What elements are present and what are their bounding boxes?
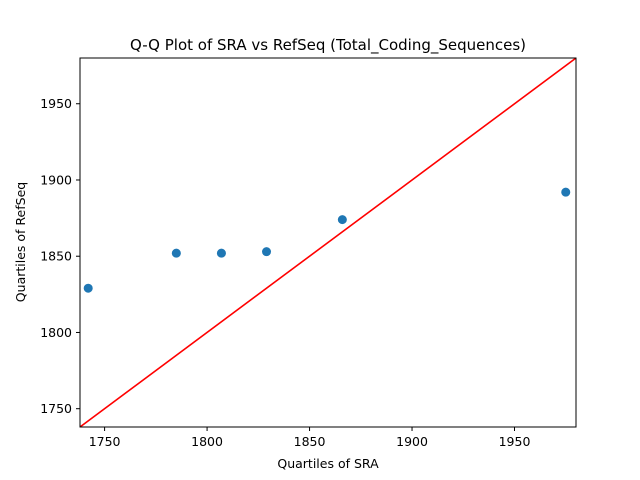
y-tick-label: 1950 [40,96,72,111]
reference-line [80,58,576,427]
x-axis-label: Quartiles of SRA [277,456,379,471]
x-tick-label: 1900 [396,434,428,449]
chart-title: Q-Q Plot of SRA vs RefSeq (Total_Coding_… [130,36,526,55]
data-point [561,187,571,197]
data-points-layer [83,187,571,293]
y-tick-label: 1800 [40,325,72,340]
data-point [216,248,226,258]
y-axis-label: Quartiles of RefSeq [13,182,28,302]
plot-area-frame [79,57,577,428]
x-tick-label: 1850 [294,434,326,449]
x-tick-label: 1750 [89,434,121,449]
x-tick-label: 1950 [499,434,531,449]
x-axis: 1750 1800 1850 1900 1950 [89,427,531,449]
y-axis: 1750 1800 1850 1900 1950 [40,96,80,416]
data-point [262,247,272,257]
y-tick-label: 1750 [40,401,72,416]
y-tick-label: 1900 [40,172,72,187]
y-tick-label: 1850 [40,249,72,264]
data-point [83,283,93,293]
reference-line-layer [80,58,576,427]
data-point [171,248,181,258]
data-point [337,215,347,225]
x-tick-label: 1800 [191,434,223,449]
